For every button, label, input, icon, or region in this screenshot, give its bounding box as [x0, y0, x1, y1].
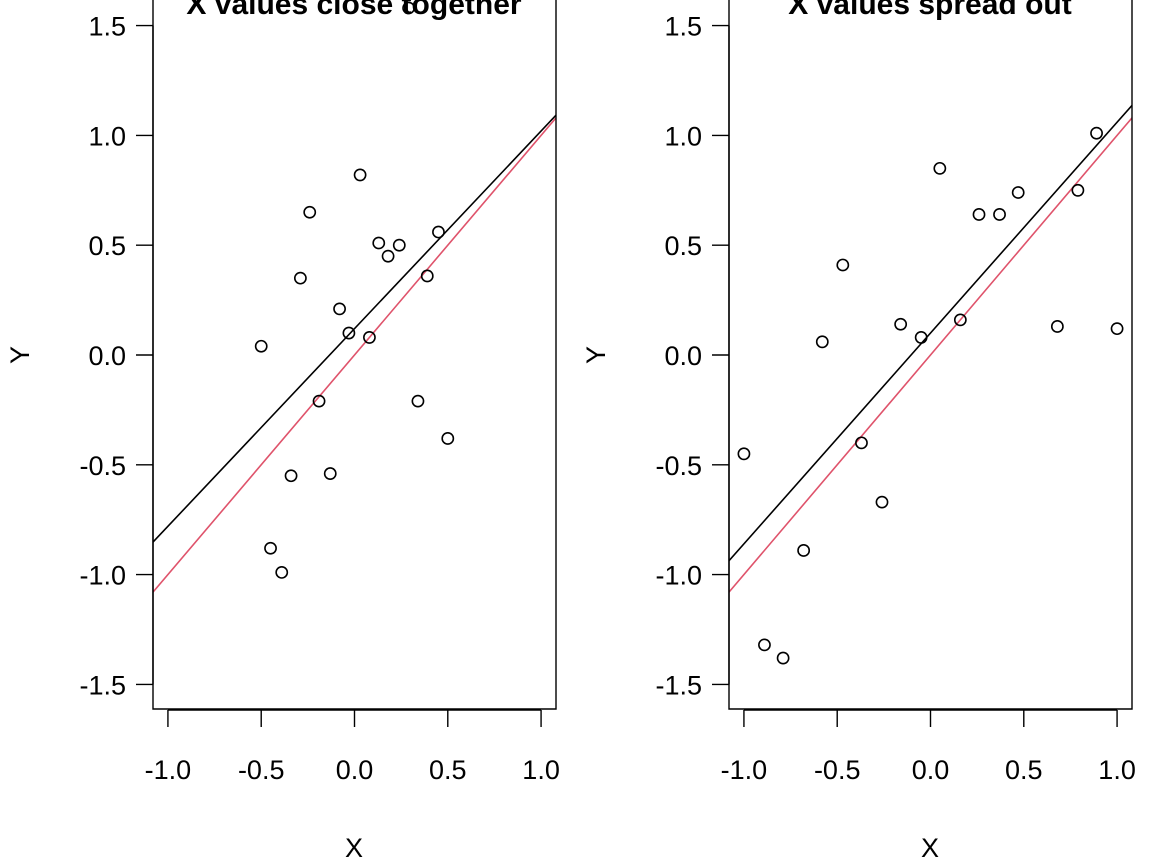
data-point [894, 317, 908, 331]
x-tick-label: 0.0 [336, 755, 374, 785]
y-tick-label: 1.0 [664, 121, 702, 151]
y-tick-label: 1.0 [88, 121, 126, 151]
data-point [737, 447, 751, 461]
x-tick-label: -1.0 [721, 755, 768, 785]
x-axis-title: X [921, 833, 939, 863]
data-point [353, 168, 367, 182]
y-tick-label: -1.5 [79, 670, 126, 700]
data-point [312, 394, 326, 408]
true-line [729, 117, 1132, 593]
data-point [275, 566, 289, 579]
x-tick-label: 0.5 [429, 755, 467, 785]
y-axis-title: Y [581, 346, 611, 364]
data-point [293, 271, 307, 285]
data-point [875, 495, 889, 509]
data-point [797, 544, 811, 557]
true-line [153, 117, 556, 593]
x-axis-title: X [345, 833, 363, 863]
x-axis: -1.0 -0.5 0.0 0.5 1.0 [145, 709, 560, 785]
panel-close-together: X values close together -1.0 -0.5 0.0 0.5 1.0… [5, 0, 560, 863]
data-point [363, 331, 376, 344]
data-point [303, 205, 317, 219]
y-axis: -1.5 -1.0 -0.5 0.0 0.5 1.0 1.5 [655, 12, 730, 700]
data-point [392, 238, 406, 252]
data-point [855, 436, 868, 450]
data-point [776, 651, 790, 665]
data-points [737, 126, 1124, 665]
x-tick-label: 0.0 [912, 755, 950, 785]
fitted-line [153, 114, 556, 543]
data-point [815, 335, 829, 349]
x-axis: -1.0 -0.5 0.0 0.5 1.0 [721, 709, 1136, 785]
y-tick-label: 0.0 [664, 341, 702, 371]
data-point [264, 541, 277, 555]
data-point [1071, 183, 1085, 197]
x-tick-label: 1.0 [522, 755, 560, 785]
y-tick-label: 0.5 [88, 231, 126, 261]
data-point [758, 638, 771, 652]
data-point [1110, 322, 1124, 336]
data-point [254, 339, 268, 353]
chart-title: X values spread out [788, 0, 1071, 21]
y-tick-label: -0.5 [79, 451, 126, 481]
y-tick-label: 1.5 [664, 12, 702, 42]
x-tick-label: 0.5 [1005, 755, 1043, 785]
data-point [933, 161, 947, 175]
y-axis: -1.5 -1.0 -0.5 0.0 0.5 1.0 1.5 [79, 12, 154, 700]
data-point [402, 1, 416, 15]
fit-lines [729, 104, 1132, 593]
chart-title: X values close together [186, 0, 521, 21]
data-point [953, 313, 967, 327]
y-tick-label: 0.0 [88, 341, 126, 371]
data-points [254, 1, 455, 579]
data-point [284, 469, 298, 483]
data-point [993, 208, 1006, 221]
y-axis-title: Y [5, 346, 35, 364]
y-tick-label: -1.0 [79, 561, 126, 591]
y-tick-label: -0.5 [655, 451, 702, 481]
data-point [1050, 320, 1064, 333]
data-point [333, 302, 346, 316]
panel-spread-out: X values spread out-1.0 -0.5 0.0 0.5 1.0-1.5… [581, 0, 1136, 863]
y-tick-label: -1.5 [655, 670, 702, 700]
data-point [411, 394, 425, 408]
data-point [372, 236, 386, 250]
y-tick-label: 0.5 [664, 231, 702, 261]
data-point [1090, 126, 1103, 140]
x-tick-label: -0.5 [814, 755, 861, 785]
data-point [914, 331, 928, 344]
x-tick-label: -0.5 [238, 755, 285, 785]
data-point [972, 208, 986, 221]
y-tick-label: 1.5 [88, 12, 126, 42]
data-point [1011, 186, 1025, 199]
x-tick-label: 1.0 [1098, 755, 1136, 785]
y-tick-label: -1.0 [655, 561, 702, 591]
data-point [381, 249, 395, 263]
data-point [323, 467, 337, 480]
data-point [420, 269, 434, 283]
data-point [441, 432, 455, 445]
data-point [836, 258, 850, 272]
fitted-line [729, 104, 1132, 562]
fit-lines [153, 114, 556, 593]
data-point [432, 225, 445, 239]
x-tick-label: -1.0 [145, 755, 192, 785]
data-point [342, 326, 356, 340]
